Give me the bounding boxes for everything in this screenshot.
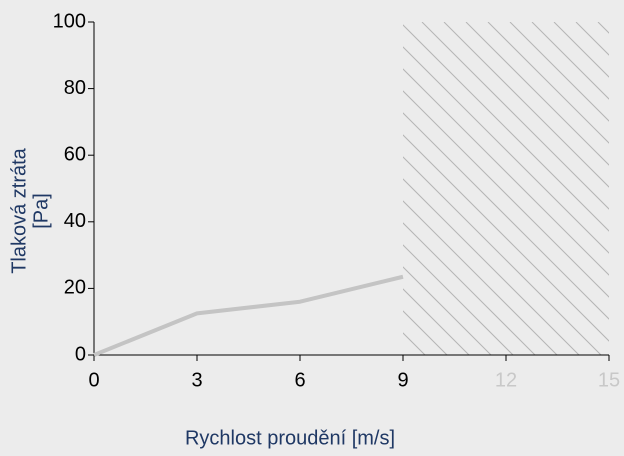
hatch-line (403, 266, 492, 355)
y-tick-label: 40 (64, 210, 86, 232)
hatch-line (403, 200, 558, 355)
hatch-line (443, 22, 609, 188)
hatch-line (403, 24, 609, 232)
x-tick-label: 0 (88, 369, 99, 391)
y-tick-label: 80 (64, 77, 86, 99)
x-tick-label: 9 (397, 369, 408, 391)
hatch-line (465, 22, 609, 166)
y-tick-label: 0 (75, 343, 86, 365)
hatch (403, 22, 609, 355)
y-axis-label: Tlaková ztráta (8, 147, 30, 273)
hatch-line (403, 244, 514, 355)
hatch-line (487, 22, 609, 144)
x-axis-label: Rychlost proudění [m/s] (185, 427, 395, 449)
x-tick-label: 3 (191, 369, 202, 391)
hatch-line (403, 156, 602, 355)
hatch-line (403, 178, 580, 355)
hatch-line (531, 22, 609, 100)
y-tick-label: 60 (64, 143, 86, 165)
y-tick-label: 100 (53, 10, 86, 32)
hatch-line (403, 134, 609, 342)
hatch-line (403, 288, 470, 355)
data-line (93, 274, 404, 357)
hatch-line (421, 22, 609, 210)
x-tick-label: 6 (294, 369, 305, 391)
hatch-line (509, 22, 609, 122)
y-tick-label: 20 (64, 277, 86, 299)
hatch-line (403, 46, 609, 254)
x-tick-label: 15 (598, 369, 620, 391)
hatch-line (403, 90, 609, 298)
hatch-line (403, 222, 536, 355)
hatch-line (403, 112, 609, 320)
hatch-line (403, 68, 609, 276)
y-axis-label: [Pa] (30, 193, 52, 229)
x-tick-label: 12 (495, 369, 517, 391)
